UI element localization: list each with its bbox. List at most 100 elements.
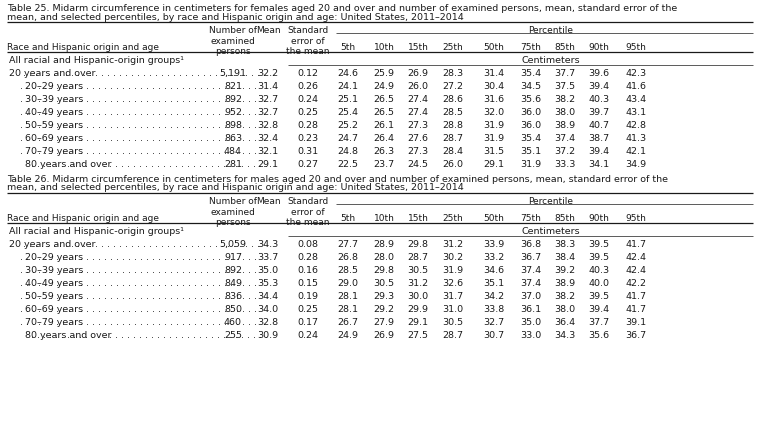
Text: 37.7: 37.7 bbox=[588, 317, 610, 326]
Text: 31.4: 31.4 bbox=[258, 82, 279, 91]
Text: 28.9: 28.9 bbox=[373, 239, 394, 248]
Text: 0.08: 0.08 bbox=[297, 239, 318, 248]
Text: 28.7: 28.7 bbox=[442, 330, 464, 339]
Text: 20 years and over: 20 years and over bbox=[9, 69, 96, 78]
Text: 32.7: 32.7 bbox=[258, 95, 279, 104]
Text: . . . . . . . . . . . . . . . . . . . . . . . . . . . . . . . . . . . . . . . .: . . . . . . . . . . . . . . . . . . . . … bbox=[31, 160, 271, 169]
Text: 24.9: 24.9 bbox=[373, 82, 394, 91]
Text: . . . . . . . . . . . . . . . . . . . . . . . . . . . . . . . . . . . . . . . .: . . . . . . . . . . . . . . . . . . . . … bbox=[21, 95, 261, 104]
Text: 34.4: 34.4 bbox=[258, 291, 279, 300]
Text: 39.4: 39.4 bbox=[588, 82, 610, 91]
Text: 50–59 years: 50–59 years bbox=[25, 121, 83, 130]
Text: Number of
examined
persons: Number of examined persons bbox=[209, 196, 257, 227]
Text: 30–39 years: 30–39 years bbox=[25, 265, 84, 274]
Text: Centimeters: Centimeters bbox=[521, 227, 580, 236]
Text: 27.2: 27.2 bbox=[442, 82, 464, 91]
Text: 24.7: 24.7 bbox=[337, 134, 359, 143]
Text: 90th: 90th bbox=[588, 213, 610, 222]
Text: 34.1: 34.1 bbox=[588, 160, 610, 169]
Text: 30.5: 30.5 bbox=[407, 265, 429, 274]
Text: 26.8: 26.8 bbox=[337, 253, 359, 262]
Text: 42.4: 42.4 bbox=[625, 253, 647, 262]
Text: Standard
error of
the mean: Standard error of the mean bbox=[287, 26, 330, 56]
Text: 28.0: 28.0 bbox=[373, 253, 394, 262]
Text: 20–29 years: 20–29 years bbox=[25, 253, 83, 262]
Text: 27.3: 27.3 bbox=[407, 147, 429, 155]
Text: 29.2: 29.2 bbox=[373, 304, 394, 313]
Text: 28.8: 28.8 bbox=[442, 121, 464, 130]
Text: 849: 849 bbox=[224, 278, 242, 287]
Text: 39.5: 39.5 bbox=[588, 239, 610, 248]
Text: 36.7: 36.7 bbox=[625, 330, 647, 339]
Text: Race and Hispanic origin and age: Race and Hispanic origin and age bbox=[7, 213, 159, 222]
Text: 39.6: 39.6 bbox=[588, 69, 610, 78]
Text: 27.3: 27.3 bbox=[407, 121, 429, 130]
Text: 38.0: 38.0 bbox=[555, 108, 575, 117]
Text: Percentile: Percentile bbox=[528, 196, 573, 205]
Text: 31.0: 31.0 bbox=[442, 304, 464, 313]
Text: 22.5: 22.5 bbox=[337, 160, 359, 169]
Text: 39.2: 39.2 bbox=[555, 265, 575, 274]
Text: 28.7: 28.7 bbox=[407, 253, 429, 262]
Text: 33.8: 33.8 bbox=[483, 304, 505, 313]
Text: 35.0: 35.0 bbox=[258, 265, 279, 274]
Text: 42.8: 42.8 bbox=[625, 121, 647, 130]
Text: 29.1: 29.1 bbox=[407, 317, 429, 326]
Text: 50–59 years: 50–59 years bbox=[25, 291, 83, 300]
Text: 27.5: 27.5 bbox=[407, 330, 429, 339]
Text: 36.0: 36.0 bbox=[521, 108, 542, 117]
Text: 35.4: 35.4 bbox=[521, 134, 542, 143]
Text: 32.0: 32.0 bbox=[483, 108, 505, 117]
Text: 29.8: 29.8 bbox=[373, 265, 394, 274]
Text: 15th: 15th bbox=[407, 43, 429, 52]
Text: 32.7: 32.7 bbox=[258, 108, 279, 117]
Text: . . . . . . . . . . . . . . . . . . . . . . . . . . . . . . . . . . . . . . . .: . . . . . . . . . . . . . . . . . . . . … bbox=[21, 82, 261, 91]
Text: 23.7: 23.7 bbox=[373, 160, 394, 169]
Text: 25.4: 25.4 bbox=[337, 108, 359, 117]
Text: 10th: 10th bbox=[374, 213, 394, 222]
Text: 32.8: 32.8 bbox=[258, 317, 279, 326]
Text: 37.2: 37.2 bbox=[555, 147, 575, 155]
Text: 33.7: 33.7 bbox=[258, 253, 279, 262]
Text: 41.7: 41.7 bbox=[625, 291, 647, 300]
Text: 40–49 years: 40–49 years bbox=[25, 108, 83, 117]
Text: 255: 255 bbox=[224, 330, 242, 339]
Text: 37.4: 37.4 bbox=[521, 265, 542, 274]
Text: 24.1: 24.1 bbox=[337, 82, 359, 91]
Text: 39.1: 39.1 bbox=[625, 317, 647, 326]
Text: 27.4: 27.4 bbox=[407, 108, 429, 117]
Text: 60–69 years: 60–69 years bbox=[25, 134, 83, 143]
Text: Centimeters: Centimeters bbox=[521, 56, 580, 65]
Text: 38.9: 38.9 bbox=[555, 121, 575, 130]
Text: 25.1: 25.1 bbox=[337, 95, 359, 104]
Text: 30.7: 30.7 bbox=[483, 330, 505, 339]
Text: 917: 917 bbox=[224, 253, 242, 262]
Text: 26.5: 26.5 bbox=[373, 108, 394, 117]
Text: 0.16: 0.16 bbox=[297, 265, 318, 274]
Text: 27.6: 27.6 bbox=[407, 134, 429, 143]
Text: 30–39 years: 30–39 years bbox=[25, 95, 84, 104]
Text: 0.17: 0.17 bbox=[297, 317, 318, 326]
Text: 0.25: 0.25 bbox=[297, 304, 318, 313]
Text: 34.0: 34.0 bbox=[258, 304, 279, 313]
Text: 33.2: 33.2 bbox=[483, 253, 505, 262]
Text: All racial and Hispanic-origin groups¹: All racial and Hispanic-origin groups¹ bbox=[9, 56, 184, 65]
Text: 24.9: 24.9 bbox=[337, 330, 359, 339]
Text: 35.3: 35.3 bbox=[258, 278, 279, 287]
Text: Race and Hispanic origin and age: Race and Hispanic origin and age bbox=[7, 43, 159, 52]
Text: 41.3: 41.3 bbox=[625, 134, 647, 143]
Text: 41.7: 41.7 bbox=[625, 239, 647, 248]
Text: 37.5: 37.5 bbox=[555, 82, 575, 91]
Text: 0.15: 0.15 bbox=[297, 278, 318, 287]
Text: 42.3: 42.3 bbox=[625, 69, 647, 78]
Text: . . . . . . . . . . . . . . . . . . . . . . . . . . . . . . . . . . . . . . . .: . . . . . . . . . . . . . . . . . . . . … bbox=[21, 147, 261, 155]
Text: 37.7: 37.7 bbox=[555, 69, 575, 78]
Text: 26.5: 26.5 bbox=[373, 95, 394, 104]
Text: 32.8: 32.8 bbox=[258, 121, 279, 130]
Text: 0.12: 0.12 bbox=[297, 69, 318, 78]
Text: 0.28: 0.28 bbox=[297, 121, 318, 130]
Text: mean, and selected percentiles, by race and Hispanic origin and age: United Stat: mean, and selected percentiles, by race … bbox=[7, 183, 464, 192]
Text: 5,191: 5,191 bbox=[220, 69, 246, 78]
Text: 37.0: 37.0 bbox=[521, 291, 542, 300]
Text: . . . . . . . . . . . . . . . . . . . . . . . . . . . . . . . . . . . . . . . .: . . . . . . . . . . . . . . . . . . . . … bbox=[21, 121, 261, 130]
